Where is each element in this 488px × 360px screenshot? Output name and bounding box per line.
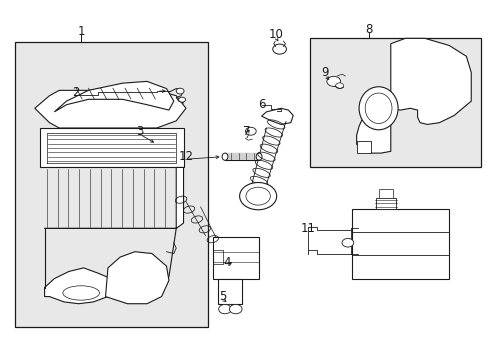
Bar <box>310 39 480 167</box>
Polygon shape <box>217 279 242 304</box>
Text: 4: 4 <box>223 256 231 269</box>
Bar <box>375 198 395 209</box>
Circle shape <box>335 83 343 89</box>
Text: 12: 12 <box>178 150 193 163</box>
Polygon shape <box>44 268 118 304</box>
Text: 5: 5 <box>219 290 226 303</box>
Text: 6: 6 <box>257 98 265 111</box>
Circle shape <box>239 183 276 210</box>
Text: 11: 11 <box>300 222 315 235</box>
Ellipse shape <box>256 153 262 160</box>
Polygon shape <box>40 128 183 167</box>
Circle shape <box>218 305 231 314</box>
Polygon shape <box>35 90 185 128</box>
Bar <box>378 189 392 198</box>
Circle shape <box>176 88 183 94</box>
Ellipse shape <box>222 153 227 160</box>
Bar <box>15 42 207 327</box>
Circle shape <box>178 97 185 102</box>
Polygon shape <box>44 167 183 228</box>
Bar <box>223 304 230 311</box>
Polygon shape <box>105 252 168 304</box>
Circle shape <box>326 76 340 86</box>
Bar <box>351 209 448 279</box>
Ellipse shape <box>63 286 99 300</box>
Polygon shape <box>54 81 173 112</box>
Text: 10: 10 <box>268 28 283 41</box>
Ellipse shape <box>365 93 391 123</box>
Polygon shape <box>261 108 293 125</box>
Circle shape <box>229 305 242 314</box>
Text: 8: 8 <box>365 23 372 36</box>
Text: 2: 2 <box>72 86 80 99</box>
Polygon shape <box>356 140 370 153</box>
Circle shape <box>272 44 286 54</box>
Ellipse shape <box>358 87 397 130</box>
Polygon shape <box>356 39 470 153</box>
Bar <box>212 237 259 279</box>
Text: 1: 1 <box>77 25 85 38</box>
Text: 3: 3 <box>136 125 143 138</box>
Text: 9: 9 <box>321 66 328 79</box>
Circle shape <box>245 127 256 135</box>
Circle shape <box>245 187 270 205</box>
Circle shape <box>341 238 353 247</box>
Text: 7: 7 <box>243 125 250 138</box>
